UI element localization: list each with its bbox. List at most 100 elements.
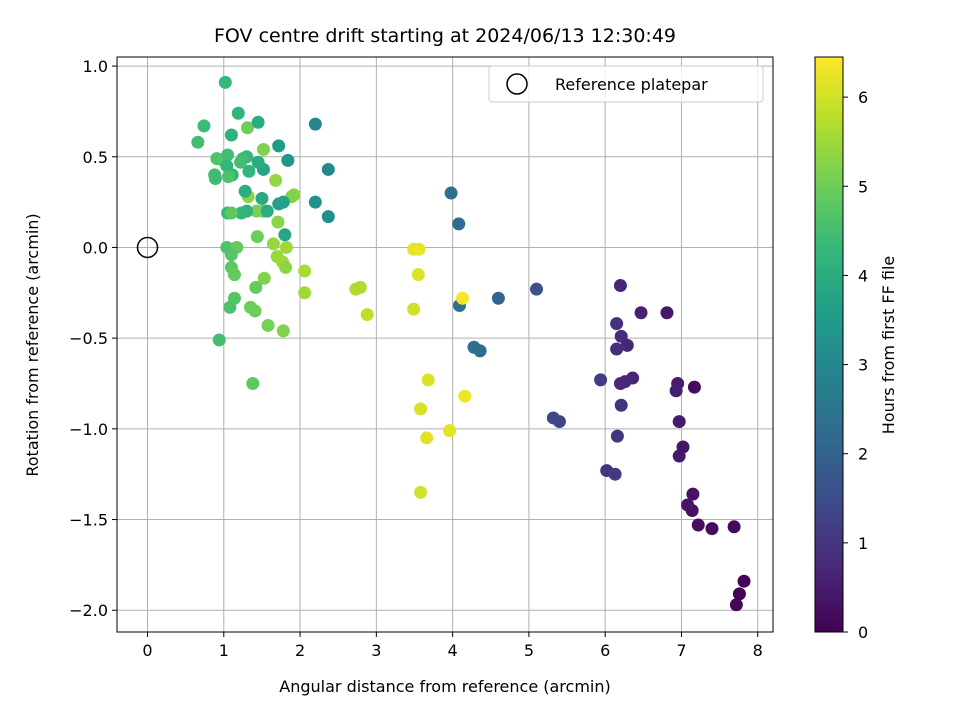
x-tick-label: 7 (676, 641, 686, 660)
data-point (732, 587, 746, 601)
y-tick-label: −1.5 (69, 511, 108, 530)
colorbar-tick-label: 2 (858, 445, 868, 464)
data-point (279, 260, 293, 274)
data-point (443, 424, 457, 438)
x-tick-label: 5 (524, 641, 534, 660)
data-point (691, 518, 705, 532)
data-point (256, 143, 270, 157)
data-point (250, 230, 264, 244)
data-point (249, 280, 263, 294)
colorbar-label: Hours from first FF file (879, 256, 898, 435)
legend: Reference platepar (488, 65, 764, 103)
data-point (251, 115, 265, 129)
data-point (614, 329, 628, 343)
data-point (686, 487, 700, 501)
data-point (411, 268, 425, 282)
data-point (420, 431, 434, 445)
data-point (727, 520, 741, 534)
y-tick-label: −1.0 (69, 420, 108, 439)
data-point (594, 373, 608, 387)
data-point (452, 217, 466, 231)
plot-frame (116, 56, 774, 633)
data-point (421, 373, 435, 387)
plot-area (116, 56, 774, 633)
chart-title: FOV centre drift starting at 2024/06/13 … (214, 25, 676, 47)
data-point (608, 467, 622, 481)
data-point (251, 155, 265, 169)
data-point (276, 195, 290, 209)
data-point (261, 318, 275, 332)
data-point (240, 121, 254, 135)
data-point (191, 135, 205, 149)
legend-box (488, 65, 764, 103)
data-point (669, 384, 683, 398)
colorbar-tick-label: 0 (858, 623, 868, 642)
x-tick-label: 6 (600, 641, 610, 660)
colorbar-tick-label: 1 (858, 534, 868, 553)
y-tick-label: −2.0 (69, 601, 108, 620)
y-tick-label: 0.5 (83, 148, 108, 167)
data-point (255, 191, 269, 205)
data-point (308, 117, 322, 131)
x-tick-label: 1 (219, 641, 229, 660)
grid (117, 57, 773, 632)
data-point (444, 186, 458, 200)
data-point (257, 271, 271, 285)
data-point (231, 106, 245, 120)
data-point (687, 380, 701, 394)
data-point (458, 389, 472, 403)
data-point (737, 574, 751, 588)
x-tick-label: 3 (371, 641, 381, 660)
data-point (298, 264, 312, 278)
data-point (234, 206, 248, 220)
x-tick-label: 8 (753, 641, 763, 660)
data-point (456, 291, 470, 305)
data-point (208, 172, 222, 186)
data-point (276, 324, 290, 338)
data-point (298, 286, 312, 300)
y-tick-label: −0.5 (69, 329, 108, 348)
data-point (681, 498, 695, 512)
data-point (269, 173, 283, 187)
data-point (271, 215, 285, 229)
data-point (321, 210, 335, 224)
data-point (414, 402, 428, 416)
colorbar-ticks: 0 1 2 3 4 5 6 (843, 88, 868, 642)
data-point (308, 195, 322, 209)
y-tick-label: 0.0 (83, 238, 108, 257)
data-point (491, 291, 505, 305)
data-point (242, 164, 256, 178)
x-axis-ticks: 0 1 2 3 4 5 6 7 8 (142, 632, 763, 660)
x-tick-label: 4 (448, 641, 458, 660)
x-tick-label: 0 (142, 641, 152, 660)
data-point (260, 204, 274, 218)
data-point (278, 228, 292, 242)
data-point (212, 333, 226, 347)
data-point (613, 279, 627, 293)
data-point (729, 598, 743, 612)
data-point (349, 282, 363, 296)
data-point (407, 302, 421, 316)
data-point (467, 340, 481, 354)
x-axis-label: Angular distance from reference (arcmin) (279, 677, 610, 696)
data-point (224, 128, 238, 142)
y-axis-label: Rotation from reference (arcmin) (23, 213, 42, 476)
data-point (610, 317, 624, 331)
data-points (191, 75, 751, 612)
colorbar-tick-label: 6 (858, 88, 868, 107)
data-point (672, 449, 686, 463)
colorbar: 0 1 2 3 4 5 6 Hours from first FF file (814, 56, 898, 642)
legend-label: Reference platepar (555, 75, 708, 94)
colorbar-gradient (815, 57, 843, 632)
data-point (613, 376, 627, 390)
reference-platepar-marker (136, 236, 159, 259)
data-point (221, 148, 235, 162)
data-point (414, 485, 428, 499)
colorbar-frame (814, 56, 844, 633)
data-point (660, 306, 674, 320)
data-point (672, 415, 686, 429)
data-point (224, 248, 238, 262)
data-point (266, 237, 280, 251)
data-point (530, 282, 544, 296)
